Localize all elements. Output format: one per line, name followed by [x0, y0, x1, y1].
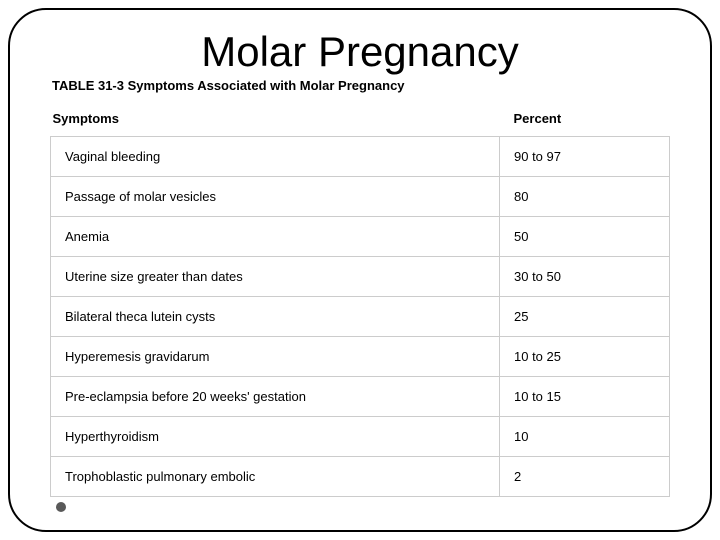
- table-row: Bilateral theca lutein cysts 25: [51, 297, 670, 337]
- symptom-cell: Passage of molar vesicles: [51, 177, 500, 217]
- symptom-cell: Trophoblastic pulmonary embolic: [51, 457, 500, 497]
- percent-cell: 90 to 97: [500, 137, 670, 177]
- percent-cell: 10 to 25: [500, 337, 670, 377]
- table-row: Hyperthyroidism 10: [51, 417, 670, 457]
- symptom-cell: Pre-eclampsia before 20 weeks' gestation: [51, 377, 500, 417]
- table-row: Vaginal bleeding 90 to 97: [51, 137, 670, 177]
- percent-cell: 25: [500, 297, 670, 337]
- table-row: Hyperemesis gravidarum 10 to 25: [51, 337, 670, 377]
- percent-cell: 10 to 15: [500, 377, 670, 417]
- slide-frame: Molar Pregnancy TABLE 31-3 Symptoms Asso…: [8, 8, 712, 532]
- symptom-cell: Hyperthyroidism: [51, 417, 500, 457]
- slide-title: Molar Pregnancy: [50, 28, 670, 76]
- symptoms-table: Symptoms Percent Vaginal bleeding 90 to …: [50, 105, 670, 497]
- table-row: Passage of molar vesicles 80: [51, 177, 670, 217]
- table-row: Pre-eclampsia before 20 weeks' gestation…: [51, 377, 670, 417]
- table-caption: TABLE 31-3 Symptoms Associated with Mola…: [50, 78, 670, 93]
- symptom-cell: Uterine size greater than dates: [51, 257, 500, 297]
- symptom-cell: Bilateral theca lutein cysts: [51, 297, 500, 337]
- table-row: Uterine size greater than dates 30 to 50: [51, 257, 670, 297]
- table-header-row: Symptoms Percent: [51, 105, 670, 137]
- symptom-cell: Anemia: [51, 217, 500, 257]
- percent-cell: 30 to 50: [500, 257, 670, 297]
- table-row: Anemia 50: [51, 217, 670, 257]
- percent-cell: 80: [500, 177, 670, 217]
- column-header-symptoms: Symptoms: [51, 105, 500, 137]
- bullet-icon: [56, 502, 66, 512]
- column-header-percent: Percent: [500, 105, 670, 137]
- table-row: Trophoblastic pulmonary embolic 2: [51, 457, 670, 497]
- percent-cell: 10: [500, 417, 670, 457]
- percent-cell: 2: [500, 457, 670, 497]
- symptom-cell: Vaginal bleeding: [51, 137, 500, 177]
- symptom-cell: Hyperemesis gravidarum: [51, 337, 500, 377]
- percent-cell: 50: [500, 217, 670, 257]
